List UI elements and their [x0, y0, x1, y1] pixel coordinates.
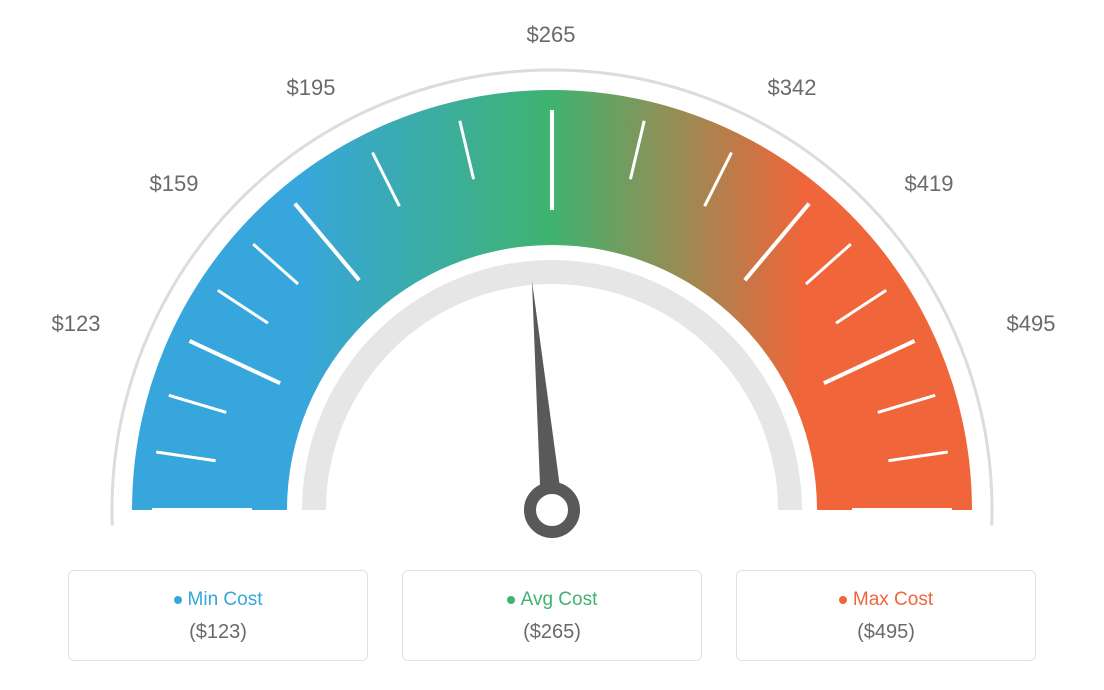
gauge-tick-label: $159	[150, 171, 199, 197]
legend-title-avg: Avg Cost	[413, 589, 691, 611]
legend-value-avg: ($265)	[413, 621, 691, 644]
dot-icon	[839, 596, 847, 604]
legend-value-max: ($495)	[747, 621, 1025, 644]
gauge-tick-label: $419	[905, 171, 954, 197]
gauge-svg	[0, 0, 1104, 570]
gauge-tick-label: $495	[1007, 311, 1056, 337]
legend-card-max: Max Cost ($495)	[736, 570, 1036, 661]
legend-title-text: Avg Cost	[521, 589, 598, 610]
gauge-tick-label: $195	[287, 75, 336, 101]
legend-row: Min Cost ($123) Avg Cost ($265) Max Cost…	[0, 570, 1104, 661]
dot-icon	[507, 596, 515, 604]
legend-title-min: Min Cost	[79, 589, 357, 611]
legend-card-min: Min Cost ($123)	[68, 570, 368, 661]
cost-gauge-container: $123 $159 $195 $265 $342 $419 $495 Min Cost ($…	[0, 0, 1104, 690]
gauge-tick-label: $123	[52, 311, 101, 337]
legend-title-text: Min Cost	[188, 589, 263, 610]
dot-icon	[174, 596, 182, 604]
legend-title-text: Max Cost	[853, 589, 933, 610]
gauge-tick-label: $265	[527, 22, 576, 48]
gauge-tick-label: $342	[768, 75, 817, 101]
legend-title-max: Max Cost	[747, 589, 1025, 611]
legend-value-min: ($123)	[79, 621, 357, 644]
gauge-group	[112, 70, 992, 532]
gauge-area: $123 $159 $195 $265 $342 $419 $495	[0, 0, 1104, 570]
legend-card-avg: Avg Cost ($265)	[402, 570, 702, 661]
